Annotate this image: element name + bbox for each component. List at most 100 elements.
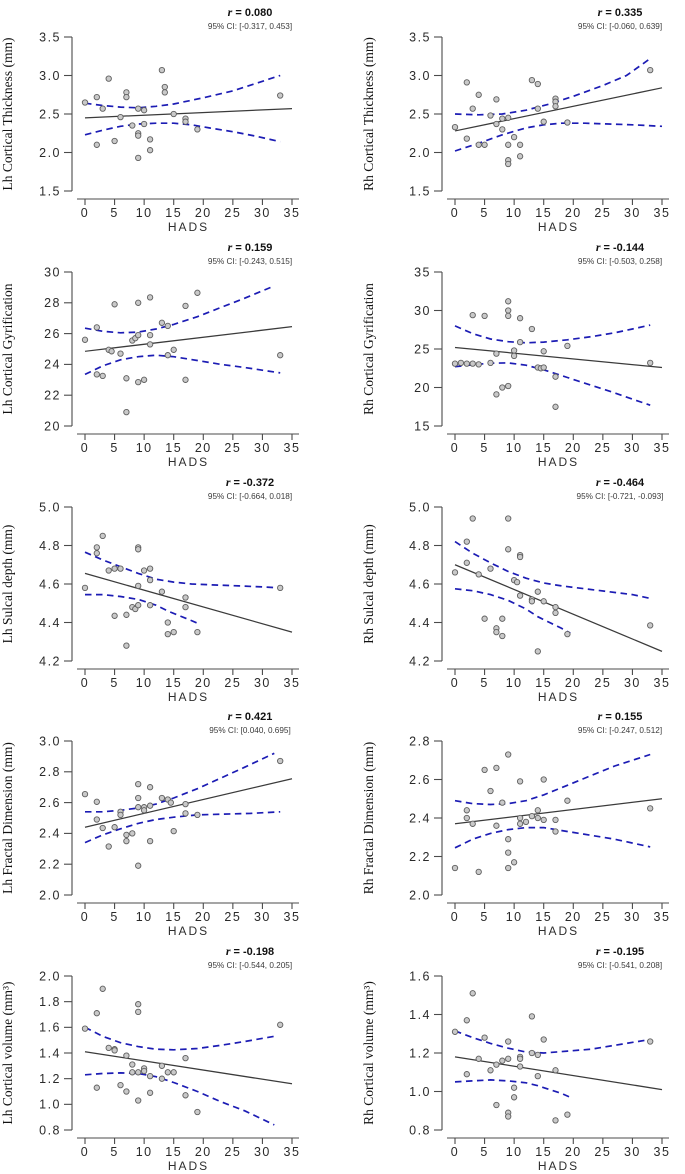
data-point [146,147,154,154]
y-tick-label: 30 [44,265,61,279]
data-point [146,294,154,301]
data-point [516,1055,524,1063]
data-point [516,592,524,599]
data-point [161,83,168,91]
data-point [487,112,494,119]
data-point [499,115,506,122]
data-point [552,1117,559,1124]
plot-canvas: 2.0 2.2 2.4 2.6 2.8 0 5 10 15 20 25 30 35 HADS Rh Frac… [361,709,669,938]
data-point [146,136,154,143]
data-point [111,137,118,145]
data-point [647,621,654,629]
scatter-plot-rh-fractal-dimension-mm: 2.0 2.2 2.4 2.6 2.8 0 5 10 15 20 25 30 35 HADS Rh Frac… [342,704,685,939]
x-axis-label: HADS [168,1159,209,1173]
x-tick-label: 0 [81,910,89,924]
plot-canvas: 20 22 24 26 28 30 0 5 10 15 20 25 30 35 HADS Lh Cortica… [0,240,299,469]
data-point [99,825,106,832]
data-point [135,132,142,139]
data-point [534,588,541,595]
data-point [135,781,142,788]
r-annotation: r = -0.198 [226,944,274,958]
x-tick-label: 30 [624,1145,641,1159]
ci-lower-line [84,811,281,844]
ci-lower-line [454,361,651,406]
x-tick-label: 30 [624,206,641,220]
x-tick-label: 25 [224,910,241,924]
y-tick-label: 15 [414,419,431,433]
y-tick-label: 2.0 [39,969,61,983]
plot-canvas: 1.5 2.0 2.5 3.0 3.5 0 5 10 15 20 25 30 35 HADS Lh Cort… [0,5,299,234]
x-tick-label: 10 [506,206,523,220]
x-tick-label: 15 [165,676,182,690]
data-point [93,1084,100,1092]
regression-line [454,346,663,368]
x-axis-label: HADS [168,690,209,704]
r-annotation: r = 0.080 [228,5,273,19]
data-point [528,1050,536,1057]
y-tick-label: 24 [44,357,61,371]
ci-lower-line [84,1072,275,1126]
plot-canvas: 0.8 1.0 1.2 1.4 1.6 0 5 10 15 20 25 30 35 HADS Rh Cort… [361,944,669,1173]
x-tick-label: 30 [254,910,271,924]
data-point [135,299,142,306]
data-point [487,1067,494,1074]
x-axis-label: HADS [168,220,209,234]
data-point [540,1036,547,1043]
data-point [129,830,136,837]
data-point [505,545,512,553]
x-tick-label: 25 [594,206,611,220]
x-axis [77,1137,299,1145]
ci-lower-line [454,827,651,849]
data-point [552,817,559,824]
y-tick-label: 0.8 [39,1123,61,1137]
y-axis-title: Lh Fractal Dimension (mm) [0,743,15,895]
data-point [516,778,524,785]
ci-annotation: 95% CI: [-0.247, 0.512] [578,726,662,735]
y-tick-label: 2.0 [39,889,61,903]
scatter-plot-lh-cortical-volume-mm: 0.8 1.0 1.2 1.4 1.6 1.8 2.0 0 5 10 15 20 25 30 35 HADS L… [0,939,342,1174]
data-point [552,609,559,616]
data-point [158,795,166,802]
y-tick-label: 2.5 [39,107,61,121]
data-point [564,119,571,126]
data-point [451,360,459,367]
data-points [451,751,654,876]
x-tick-label: 15 [535,206,552,220]
data-point [499,632,506,639]
data-point [164,1069,171,1076]
data-point [469,990,476,997]
scatter-plot-lh-cortical-thickness-mm: 1.5 2.0 2.5 3.0 3.5 0 5 10 15 20 25 30 35 HADS Lh Cort… [0,0,342,235]
r-annotation: r = -0.195 [596,944,644,958]
ci-upper-line [85,752,275,814]
y-axis [64,271,73,427]
x-tick-label: 35 [284,1145,301,1159]
y-tick-label: 2.4 [39,827,61,841]
data-point [510,347,518,354]
x-axis-label: HADS [538,455,579,469]
ci-annotation: 95% CI: [-0.544, 0.205] [208,961,292,970]
x-tick-label: 25 [594,1145,611,1159]
data-point [534,1051,541,1059]
data-point [469,821,476,828]
data-point [140,807,148,814]
data-point [516,821,524,828]
x-axis-label: HADS [538,220,579,234]
data-point [481,615,488,622]
x-tick-label: 20 [565,206,582,220]
data-point [140,1068,148,1075]
y-tick-label: 1.5 [39,184,61,198]
data-point [146,1089,154,1097]
data-point [505,297,512,305]
data-point [135,1008,142,1016]
x-tick-label: 0 [451,676,459,690]
y-tick-label: 2.4 [409,812,431,826]
y-tick-label: 0.8 [409,1123,431,1137]
data-points [81,532,284,649]
ci-annotation: 95% CI: [-0.721, -0.093] [577,492,664,501]
data-point [540,817,547,824]
x-tick-label: 35 [654,441,671,455]
y-axis-title: Lh Cortical Thickness (mm) [0,38,15,191]
x-tick-label: 10 [506,676,523,690]
y-tick-label: 3.0 [39,69,61,83]
x-tick-label: 20 [195,910,212,924]
